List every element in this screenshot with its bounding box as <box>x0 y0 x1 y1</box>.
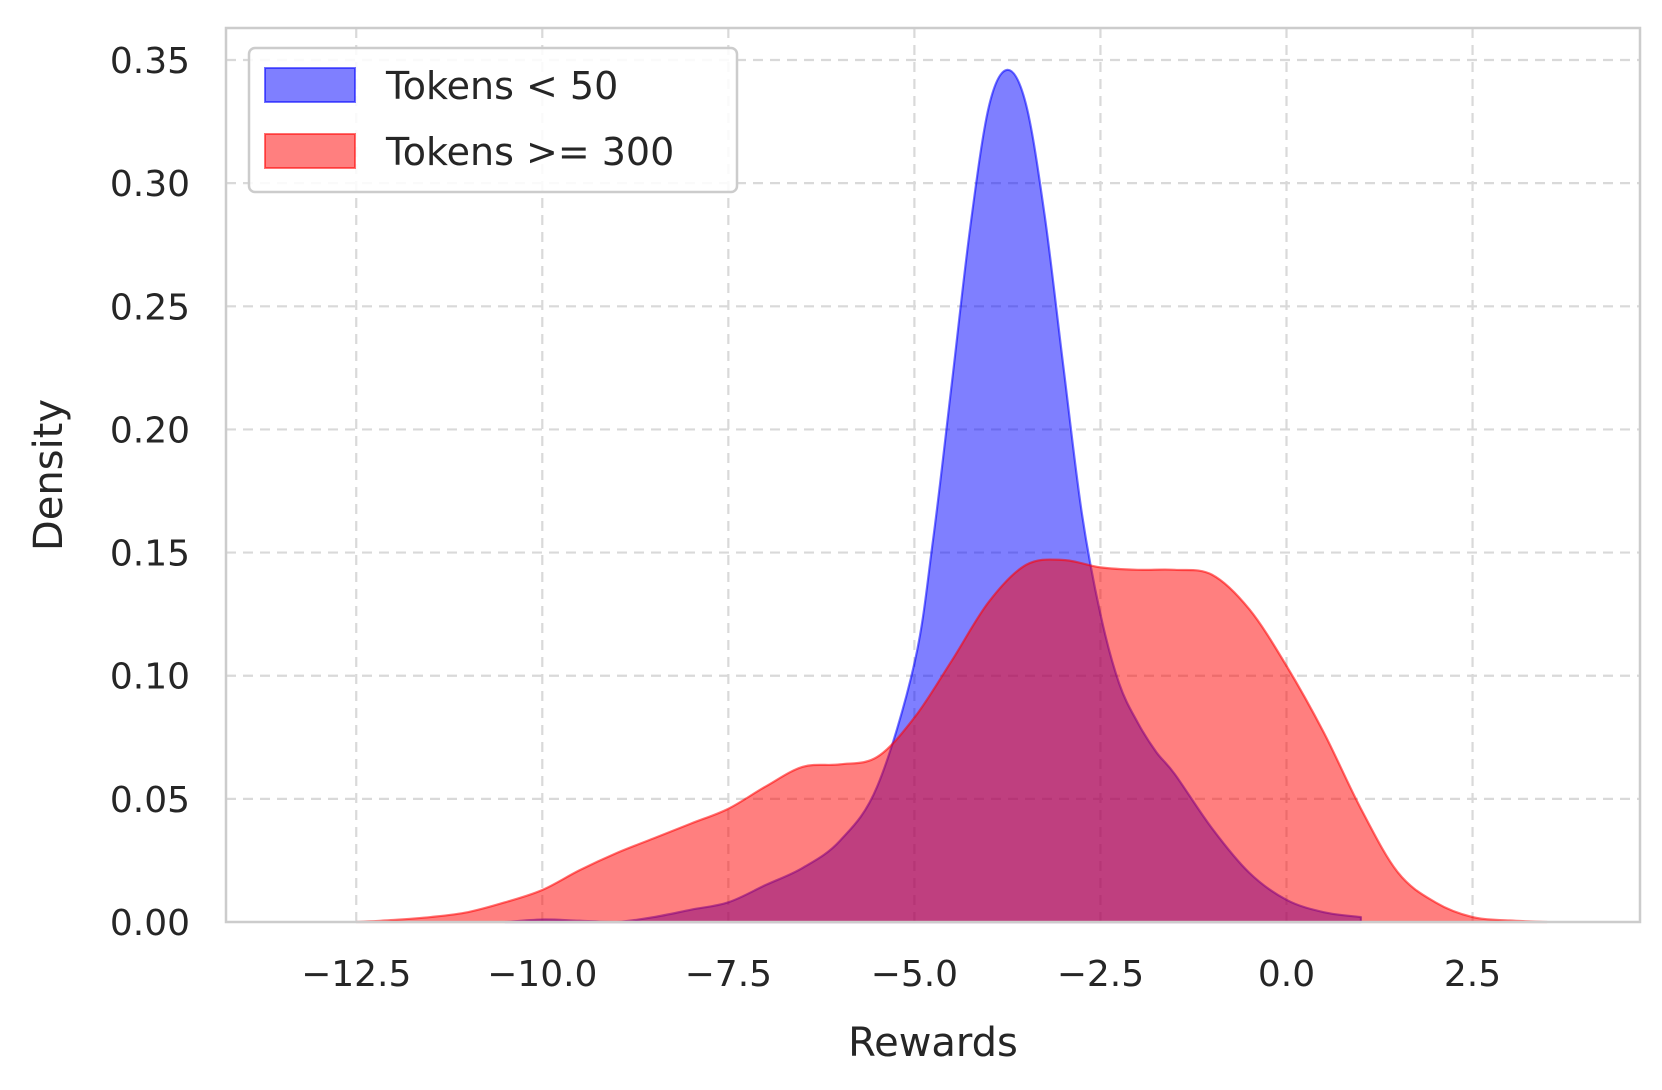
legend-frame <box>247 46 739 194</box>
x-axis-title: Rewards <box>848 1020 1018 1066</box>
legend-label-tokens-lt-50: Tokens < 50 <box>385 64 618 108</box>
y-axis-title: Density <box>26 399 72 551</box>
y-tick-label: 0.35 <box>110 41 190 82</box>
legend-label-tokens-ge-300: Tokens >= 300 <box>385 130 674 174</box>
density-areas <box>355 68 1549 924</box>
x-tick-label: −5.0 <box>871 954 958 995</box>
y-tick-label: 0.05 <box>110 780 190 821</box>
y-tick-label: 0.25 <box>110 287 190 328</box>
legend-swatch-tokens-lt-50 <box>264 67 356 103</box>
x-tick-label: 2.5 <box>1444 954 1501 995</box>
y-tick-label: 0.15 <box>110 534 190 575</box>
x-tick-label: −2.5 <box>1057 954 1144 995</box>
y-tick-label: 0.00 <box>110 903 190 944</box>
density-area-tokens-ge-300 <box>355 558 1549 924</box>
y-tick-label: 0.10 <box>110 657 190 698</box>
x-tick-labels: −12.5 −10.0 −7.5 −5.0 −2.5 0.0 2.5 <box>301 954 1501 995</box>
x-tick-label: −10.0 <box>487 954 597 995</box>
x-tick-label: −12.5 <box>301 954 411 995</box>
y-tick-label: 0.30 <box>110 164 190 205</box>
legend-swatch-tokens-ge-300 <box>264 133 356 169</box>
x-tick-label: −7.5 <box>685 954 772 995</box>
y-tick-label: 0.20 <box>110 410 190 451</box>
plot-frame <box>224 26 1642 924</box>
legend: Tokens < 50 Tokens >= 300 <box>247 46 739 194</box>
y-tick-labels: 0.00 0.05 0.10 0.15 0.20 0.25 0.30 0.35 <box>110 41 190 944</box>
x-tick-label: 0.0 <box>1258 954 1315 995</box>
